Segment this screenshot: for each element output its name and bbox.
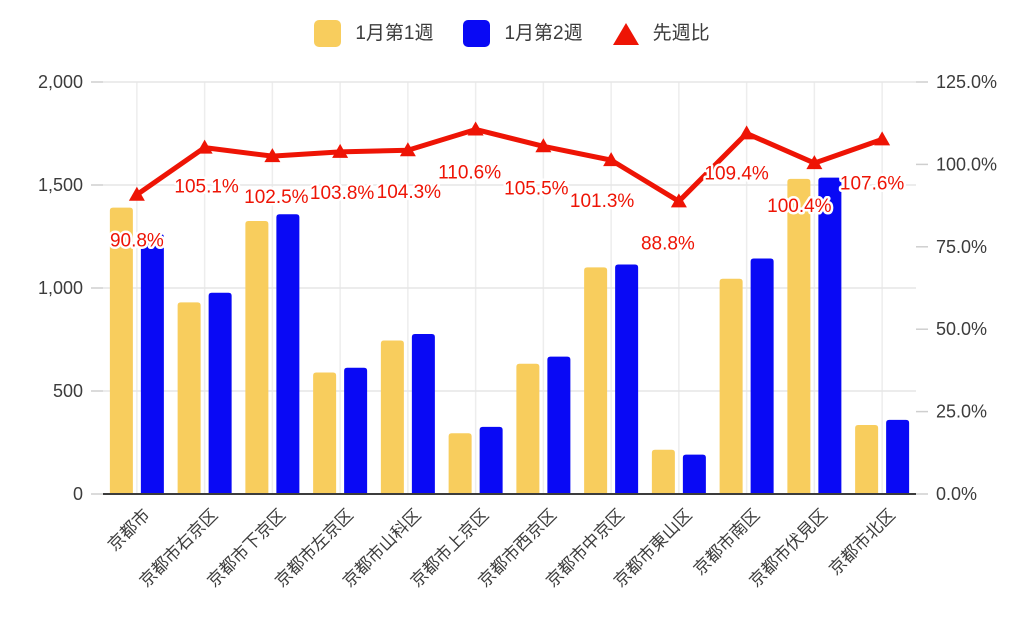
bar — [411, 333, 435, 494]
ratio-data-label: 88.8% — [641, 233, 695, 254]
right-axis-tick-label: 125.0% — [936, 72, 997, 92]
bar — [245, 221, 269, 495]
legend-label-ratio: 先週比 — [652, 23, 710, 44]
ratio-line — [135, 126, 883, 204]
ratio-data-label: 100.4% — [767, 196, 832, 217]
triangle-marker-icon — [535, 138, 552, 153]
triangle-marker-icon — [399, 142, 416, 157]
bar-series-1 — [109, 178, 879, 495]
x-axis-category-label: 京都市北区 — [825, 505, 899, 579]
ratio-triangle-icon — [612, 22, 639, 45]
bar — [547, 356, 571, 494]
bar — [380, 340, 404, 494]
bar — [651, 449, 675, 494]
right-axis-tick-label: 75.0% — [936, 237, 987, 257]
triangle-marker-icon — [738, 125, 755, 140]
ratio-data-label: 105.5% — [504, 178, 569, 199]
left-axis-tick-label: 1,500 — [38, 175, 83, 195]
triangle-marker-icon — [603, 152, 620, 167]
bar — [886, 419, 910, 494]
week2-swatch-icon — [463, 20, 491, 47]
ratio-data-label: 101.3% — [570, 191, 635, 212]
left-axis-tick-label: 2,000 — [38, 72, 83, 92]
x-axis-category-label: 京都市 — [104, 505, 153, 554]
ratio-data-label: 107.6% — [840, 173, 905, 194]
triangle-marker-icon — [196, 139, 213, 154]
bar — [313, 372, 337, 494]
legend-label-week1: 1月第1週 — [355, 23, 434, 44]
triangle-marker-icon — [332, 143, 349, 158]
right-axis-tick-label: 50.0% — [936, 319, 987, 339]
legend-item-week2: 1月第2週 — [463, 20, 583, 47]
bar — [208, 292, 232, 494]
bar — [448, 433, 472, 494]
right-axis-tick-label: 0.0% — [936, 484, 977, 504]
bar — [516, 363, 540, 494]
legend-item-ratio: 先週比 — [612, 22, 710, 45]
bar — [177, 302, 201, 494]
bar — [855, 424, 879, 494]
chart-legend: 1月第1週 1月第2週 先週比 — [0, 20, 1024, 47]
triangle-marker-icon — [264, 148, 281, 163]
bar — [344, 367, 368, 494]
triangle-marker-icon — [806, 155, 823, 170]
left-axis-tick-label: 500 — [53, 381, 83, 401]
left-axis-tick-label: 1,000 — [38, 278, 83, 298]
triangle-marker-icon — [670, 193, 687, 208]
bar — [109, 207, 133, 494]
ratio-data-label: 110.6% — [438, 162, 501, 183]
bar — [479, 426, 503, 494]
bar — [276, 214, 300, 494]
left-axis-tick-label: 0 — [73, 484, 83, 504]
ratio-data-label: 102.5% — [244, 187, 309, 208]
triangle-marker-icon — [467, 121, 484, 136]
bar-series-2 — [140, 177, 910, 495]
ratio-data-label: 104.3% — [377, 182, 442, 203]
bar — [719, 278, 743, 494]
triangle-marker-icon — [874, 131, 891, 146]
triangle-marker-icon — [128, 186, 145, 201]
bar — [787, 178, 811, 494]
ratio-data-label: 90.8% — [110, 231, 164, 252]
bar — [140, 234, 164, 494]
ratio-data-label: 103.8% — [310, 183, 375, 204]
bar — [584, 267, 608, 494]
bar — [750, 258, 774, 494]
bar — [818, 177, 842, 495]
bar — [615, 264, 639, 494]
legend-item-week1: 1月第1週 — [314, 20, 433, 47]
right-axis-tick-label: 100.0% — [936, 154, 997, 174]
week1-swatch-icon — [314, 20, 342, 47]
x-axis-category-label: 京都市南区 — [690, 505, 764, 579]
ratio-data-label: 105.1% — [174, 177, 239, 198]
right-axis-tick-label: 25.0% — [936, 402, 987, 422]
bar — [682, 454, 706, 494]
legend-label-week2: 1月第2週 — [504, 23, 583, 44]
ratio-data-label: 109.4% — [704, 163, 769, 184]
